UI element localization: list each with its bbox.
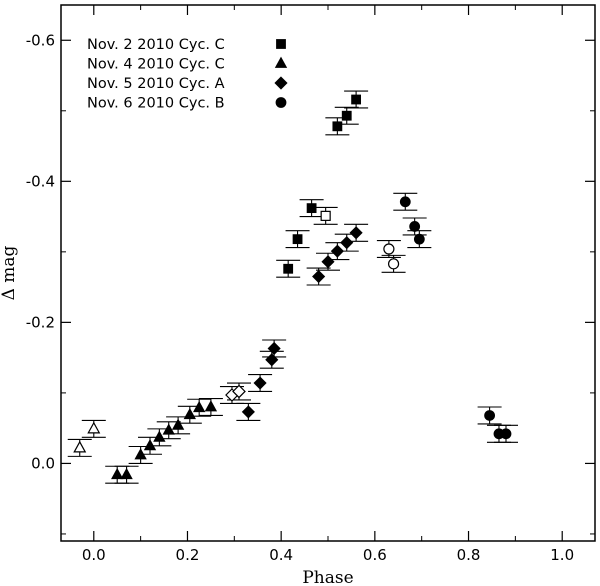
y-tick-label: -0.4 (26, 172, 55, 190)
data-point-square (292, 234, 303, 245)
data-point-square (341, 110, 352, 121)
y-tick-label: 0.0 (31, 454, 55, 472)
data-point-square (306, 203, 317, 214)
data-point-triangle (162, 423, 175, 435)
data-point-circle (383, 243, 395, 255)
data-point-diamond (321, 255, 335, 269)
legend-label: Nov. 4 2010 Cyc. C (87, 57, 225, 73)
data-point-diamond (253, 376, 267, 390)
data-point-diamond (340, 236, 354, 250)
data-point-circle (484, 410, 496, 421)
data-point-diamond (232, 384, 246, 399)
data-point-triangle (183, 407, 196, 420)
data-point-square (351, 94, 362, 105)
data-point-triangle (171, 418, 185, 430)
error-bars (67, 90, 518, 484)
data-point-triangle (111, 467, 124, 480)
data-point-triangle (120, 467, 133, 480)
data-point-circle (387, 258, 400, 270)
legend: Nov. 2 2010 Cyc. C Nov. 4 2010 Cyc. C Nov.… (87, 37, 288, 112)
y-tick-label: -0.6 (26, 31, 55, 49)
data-point-triangle (73, 440, 87, 453)
legend-marker-diamond (274, 76, 288, 90)
data-point-diamond (349, 226, 363, 240)
legend-label: Nov. 2 2010 Cyc. C (87, 37, 225, 53)
y-tick-label: -0.2 (26, 313, 55, 331)
data-point-square (283, 263, 294, 274)
x-tick-label: 0.6 (363, 546, 387, 564)
data-point-diamond (330, 244, 344, 258)
data-point-circle (500, 428, 512, 440)
data-point-circle (399, 196, 411, 208)
data-point-circle (409, 221, 421, 232)
data-point-diamond (312, 269, 326, 284)
x-tick-label: 0.0 (82, 546, 106, 564)
y-axis-label: Δ mag (0, 245, 19, 300)
legend-marker-square (276, 39, 286, 49)
x-axis-label: Phase (302, 568, 353, 586)
legend-marker-triangle (274, 56, 288, 68)
legend-marker-circle (275, 97, 287, 108)
data-point-triangle (143, 438, 157, 451)
data-point-diamond (267, 341, 281, 356)
x-tick-label: 0.4 (269, 546, 293, 564)
data-point-triangle (204, 400, 218, 412)
data-markers (73, 94, 512, 480)
data-point-triangle (193, 400, 206, 413)
data-point-triangle (87, 421, 101, 434)
x-tick-label: 0.2 (176, 546, 200, 564)
legend-label: Nov. 6 2010 Cyc. B (87, 96, 225, 112)
axes: 0.0 0.2 0.4 0.6 0.8 1.0 0.0 -0.2 -0.4 -0.6 (26, 4, 596, 564)
data-point-square (332, 121, 343, 132)
data-point-triangle (153, 430, 166, 442)
data-point-triangle (134, 448, 147, 460)
x-tick-label: 1.0 (550, 546, 574, 564)
data-point-diamond (265, 353, 279, 367)
legend-label: Nov. 5 2010 Cyc. A (87, 76, 225, 92)
data-point-circle (413, 233, 425, 245)
x-tick-label: 0.8 (457, 546, 481, 564)
data-point-square (320, 210, 331, 221)
data-point-diamond (241, 405, 255, 419)
